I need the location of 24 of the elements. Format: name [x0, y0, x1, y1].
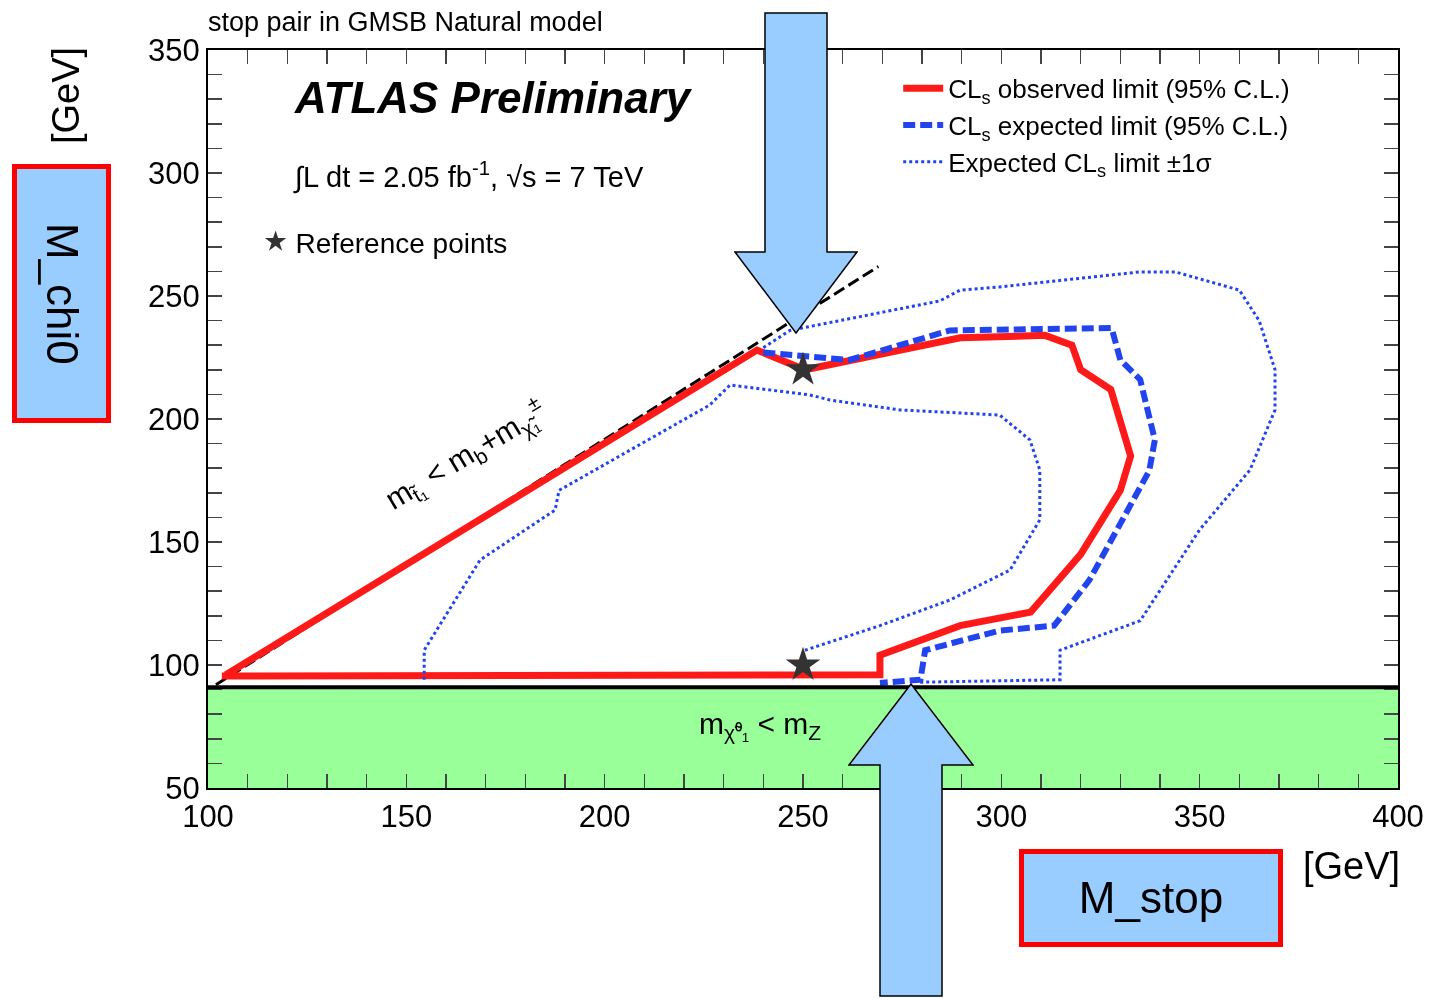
legend-label: CL$_{s}$ observed limit (95% C.L.) — [948, 74, 1290, 108]
y-tick-label: 300 — [148, 155, 200, 191]
annotation: m$_{χ̃⁰₁}$ < m$_{Z}$ — [699, 707, 822, 745]
y-tick-label: 250 — [148, 278, 200, 314]
x-tick-label: 250 — [777, 799, 829, 835]
x-axis-title: [GeV] — [1303, 845, 1401, 887]
legend-label: CL$_{s}$ expected limit (95% C.L.) — [948, 111, 1289, 145]
annotation: ATLAS Preliminary — [294, 73, 693, 122]
y-tick-label: 100 — [148, 647, 200, 683]
y-tick-label: 150 — [148, 524, 200, 560]
text: M_chi0 — [36, 222, 87, 365]
legend-label: Expected CL$_{s}$ limit ±1σ — [948, 147, 1212, 182]
x-tick-label: 300 — [975, 799, 1028, 835]
y-tick-label: 350 — [148, 32, 200, 68]
y-axis-title: [GeV] — [45, 46, 87, 144]
annotation: ∫L dt = 2.05 fb$^{-1}$, √s = 7 TeV — [293, 157, 644, 195]
y-tick-label: 200 — [148, 401, 200, 437]
chart-title: stop pair in GMSB Natural model — [208, 7, 603, 38]
x-tick-label: 400 — [1372, 799, 1424, 835]
x-tick-label: 200 — [578, 799, 631, 835]
legend-label: Reference points — [295, 227, 508, 259]
x-tick-label: 150 — [380, 799, 433, 835]
text: M_stop — [1078, 873, 1224, 923]
x-tick-label: 350 — [1173, 799, 1226, 835]
